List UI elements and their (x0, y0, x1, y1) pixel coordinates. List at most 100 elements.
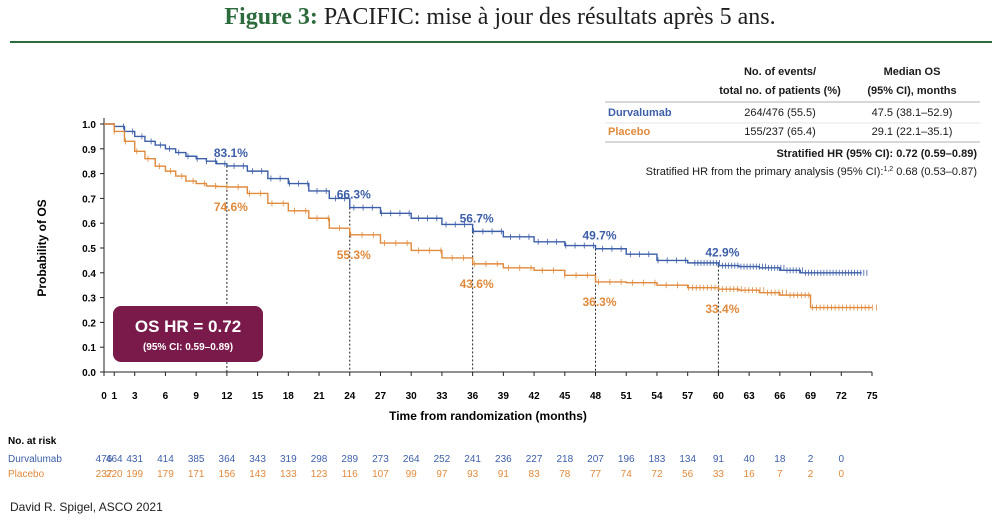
at-risk-value: 414 (157, 454, 174, 465)
at-risk-value: 78 (559, 469, 571, 480)
at-risk-value: 298 (311, 454, 328, 465)
x-tick-label: 45 (559, 391, 571, 402)
table-col2-line2: (95% CI), months (867, 85, 956, 97)
at-risk-value: 7 (777, 469, 783, 480)
x-axis-label: Time from randomization (months) (389, 409, 587, 423)
at-risk-value: 252 (434, 454, 451, 465)
table-col2-line1: Median OS (884, 66, 941, 78)
y-tick-label: 0.8 (82, 170, 96, 181)
figure-label: Figure 3: (224, 4, 318, 30)
at-risk-value: 33 (713, 469, 725, 480)
at-risk-value: 0 (838, 454, 844, 465)
x-tick-label: 42 (529, 391, 541, 402)
at-risk-value: 156 (219, 469, 236, 480)
at-risk-value: 0 (838, 469, 844, 480)
hr-box-bg (113, 306, 263, 362)
figure-title-text: PACIFIC: mise à jour des résultats après… (317, 4, 776, 30)
at-risk-value: 199 (126, 469, 143, 480)
source-credit: David R. Spigel, ASCO 2021 (10, 500, 163, 514)
landmark-labels: 83.1% 66.3% 56.7% 49.7% 42.9% 74.6% 55.3% 43.6%… (214, 146, 740, 316)
at-risk-value: 431 (126, 454, 143, 465)
landmark-label-placebo: 55.3% (337, 248, 371, 262)
x-tick-label: 57 (682, 391, 694, 402)
y-tick-label: 0.4 (82, 269, 96, 280)
hr-box-line1: OS HR = 0.72 (135, 317, 241, 336)
table-median-placebo: 29.1 (22.1–35.1) (872, 126, 953, 138)
at-risk-value: 476 (96, 454, 113, 465)
at-risk-value: 220 (106, 469, 123, 480)
at-risk-value: 385 (188, 454, 205, 465)
at-risk-value: 207 (587, 454, 604, 465)
at-risk-value: 143 (249, 469, 266, 480)
x-tick-label: 12 (221, 391, 233, 402)
table-primary-hr: Stratified HR from the primary analysis … (646, 166, 977, 178)
table-arm-durvalumab: Durvalumab (608, 107, 672, 119)
at-risk-value: 18 (774, 454, 786, 465)
x-tick-label: 33 (436, 391, 448, 402)
y-tick-label: 0.5 (82, 244, 96, 255)
plot-axes: 0.00.10.20.30.40.50.60.70.80.91.00 1 3 6 9 12… (82, 118, 878, 402)
landmark-label-durvalumab: 66.3% (337, 188, 371, 202)
x-tick-label: 75 (866, 391, 878, 402)
x-tick-label: 63 (744, 391, 756, 402)
at-risk-value: 464 (106, 454, 123, 465)
at-risk-value: 264 (403, 454, 420, 465)
at-risk-value: 93 (467, 469, 479, 480)
at-risk-value: 183 (649, 454, 666, 465)
x-tick-label: 1 (111, 391, 117, 402)
x-tick-label: 30 (406, 391, 418, 402)
table-median-durvalumab: 47.5 (38.1–52.9) (872, 107, 953, 119)
x-tick-label: 51 (621, 391, 633, 402)
at-risk-arm-durvalumab: Durvalumab (8, 454, 62, 465)
at-risk-value: 123 (311, 469, 328, 480)
at-risk-value: 91 (498, 469, 510, 480)
landmark-lines (226, 165, 719, 372)
at-risk-value: 319 (280, 454, 297, 465)
landmark-label-placebo: 43.6% (460, 277, 494, 291)
x-tick-label: 24 (344, 391, 356, 402)
table-col1-line1: No. of events/ (744, 66, 816, 78)
x-tick-label: 66 (774, 391, 786, 402)
x-tick-label: 6 (163, 391, 169, 402)
at-risk-label: No. at risk (8, 436, 57, 447)
landmark-label-durvalumab: 83.1% (214, 146, 248, 160)
at-risk-value: 56 (682, 469, 694, 480)
y-tick-label: 1.0 (82, 120, 96, 131)
y-tick-label: 0.1 (82, 343, 96, 354)
at-risk-value: 236 (495, 454, 512, 465)
table-arm-placebo: Placebo (608, 126, 650, 138)
at-risk-value: 343 (249, 454, 266, 465)
x-tick-label: 0 (101, 391, 107, 402)
landmark-label-placebo: 33.4% (705, 302, 739, 316)
hr-box: OS HR = 0.72 (95% CI: 0.59–0.89) (113, 306, 263, 362)
at-risk-value: 237 (96, 469, 113, 480)
x-tick-label: 3 (132, 391, 138, 402)
at-risk-value: 77 (590, 469, 602, 480)
landmark-label-durvalumab: 42.9% (705, 246, 739, 260)
x-tick-label: 36 (467, 391, 479, 402)
y-tick-label: 0.7 (82, 194, 96, 205)
x-tick-label: 9 (193, 391, 199, 402)
at-risk-value: 196 (618, 454, 635, 465)
x-tick-label: 60 (713, 391, 725, 402)
at-risk-value: 91 (713, 454, 725, 465)
at-risk-value: 171 (188, 469, 205, 480)
y-tick-label: 0.2 (82, 318, 96, 329)
y-axis-label: Probability of OS (35, 199, 49, 296)
x-tick-label: 27 (375, 391, 387, 402)
x-tick-label: 15 (252, 391, 264, 402)
at-risk-value: 16 (744, 469, 756, 480)
survival-curves (104, 123, 877, 311)
landmark-label-durvalumab: 49.7% (583, 229, 617, 243)
figure-title: Figure 3: PACIFIC: mise à jour des résul… (0, 4, 1000, 31)
x-tick-label: 39 (498, 391, 510, 402)
landmark-label-placebo: 36.3% (583, 295, 617, 309)
at-risk-value: 134 (679, 454, 696, 465)
y-tick-label: 0.9 (82, 145, 96, 156)
x-tick-label: 54 (651, 391, 663, 402)
title-divider (10, 41, 992, 43)
at-risk-value: 289 (341, 454, 358, 465)
x-tick-label: 48 (590, 391, 602, 402)
